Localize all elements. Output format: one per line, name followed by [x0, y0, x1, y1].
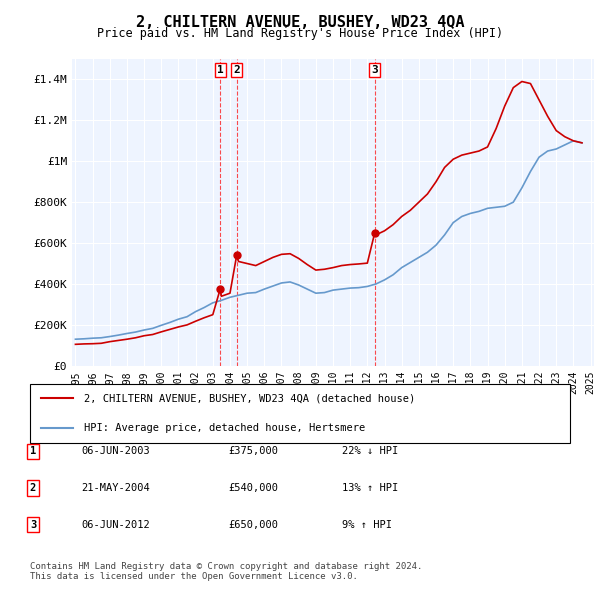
Text: 06-JUN-2012: 06-JUN-2012 [81, 520, 150, 529]
Text: 1: 1 [30, 447, 36, 456]
Text: £540,000: £540,000 [228, 483, 278, 493]
FancyBboxPatch shape [30, 384, 570, 442]
Text: £375,000: £375,000 [228, 447, 278, 456]
Text: 2: 2 [30, 483, 36, 493]
Text: Contains HM Land Registry data © Crown copyright and database right 2024.
This d: Contains HM Land Registry data © Crown c… [30, 562, 422, 581]
Text: 13% ↑ HPI: 13% ↑ HPI [342, 483, 398, 493]
Text: 3: 3 [371, 65, 378, 75]
Text: HPI: Average price, detached house, Hertsmere: HPI: Average price, detached house, Hert… [84, 423, 365, 432]
Text: 22% ↓ HPI: 22% ↓ HPI [342, 447, 398, 456]
Text: 2, CHILTERN AVENUE, BUSHEY, WD23 4QA: 2, CHILTERN AVENUE, BUSHEY, WD23 4QA [136, 15, 464, 30]
Text: 3: 3 [30, 520, 36, 529]
Text: Price paid vs. HM Land Registry's House Price Index (HPI): Price paid vs. HM Land Registry's House … [97, 27, 503, 40]
Text: 1: 1 [217, 65, 224, 75]
Text: 21-MAY-2004: 21-MAY-2004 [81, 483, 150, 493]
Text: 2, CHILTERN AVENUE, BUSHEY, WD23 4QA (detached house): 2, CHILTERN AVENUE, BUSHEY, WD23 4QA (de… [84, 394, 415, 403]
Text: 9% ↑ HPI: 9% ↑ HPI [342, 520, 392, 529]
Text: 06-JUN-2003: 06-JUN-2003 [81, 447, 150, 456]
Text: £650,000: £650,000 [228, 520, 278, 529]
Text: 2: 2 [233, 65, 240, 75]
